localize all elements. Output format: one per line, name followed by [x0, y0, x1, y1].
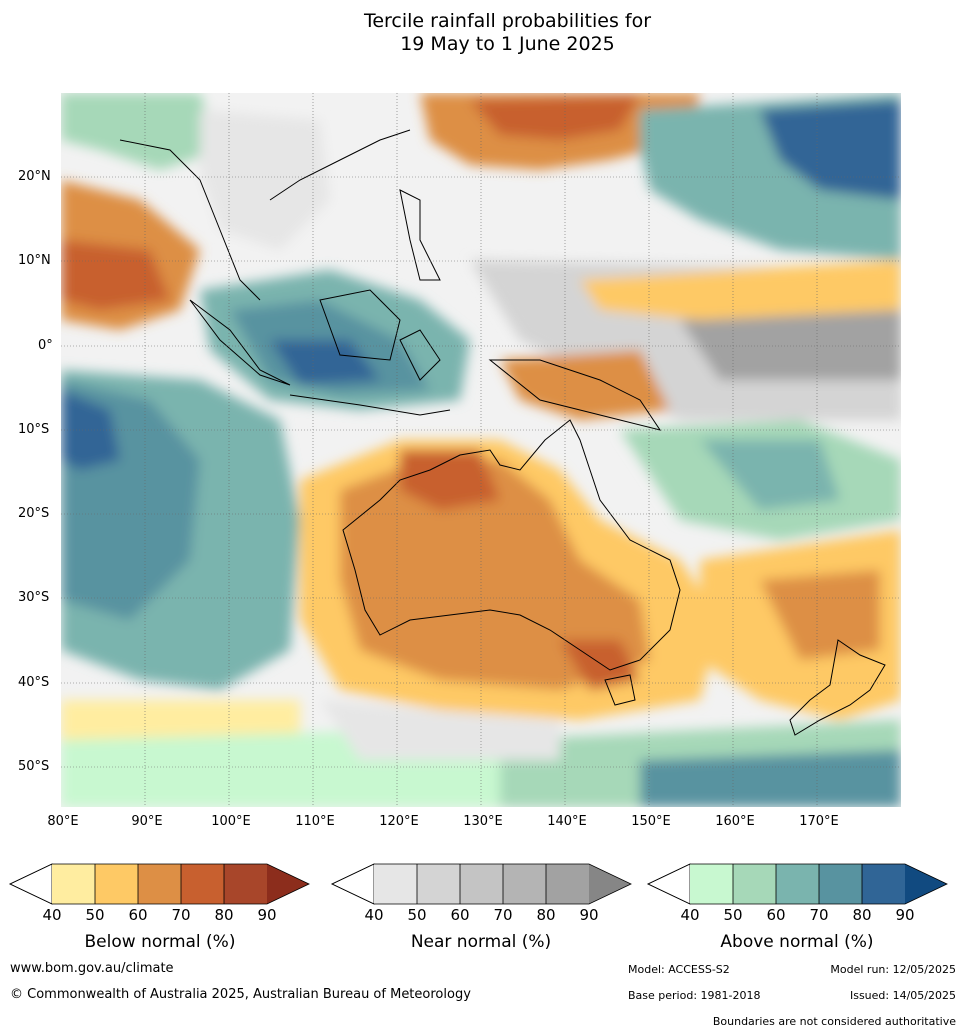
below-tick-80: 80 [214, 906, 234, 924]
below-swatch-over [267, 864, 309, 904]
below-tick-70: 70 [171, 906, 191, 924]
lat-label-50s: 50°S [18, 759, 50, 774]
lat-label-0: 0° [38, 338, 53, 353]
above-swatch-4 [819, 864, 862, 904]
above-tick-70: 70 [809, 906, 829, 924]
near-normal-title: Near normal (%) [410, 932, 552, 952]
below-tick-90: 90 [257, 906, 277, 924]
lat-label-10s: 10°S [18, 422, 50, 437]
below-normal-title: Below normal (%) [84, 932, 236, 952]
near-swatch-4 [503, 864, 546, 904]
near-swatch-under [331, 863, 375, 905]
above-swatch-3 [776, 864, 819, 904]
above-swatch-under [647, 863, 691, 905]
near-tick-80: 80 [536, 906, 556, 924]
above-swatch-5 [862, 864, 905, 904]
lon-label-100e: 100°E [211, 814, 251, 829]
copyright-text: © Commonwealth of Australia 2025, Austra… [10, 987, 471, 1002]
coastlines [119, 129, 886, 736]
above-tick-90: 90 [895, 906, 915, 924]
below-swatch-2 [95, 864, 138, 904]
model-name: Model: ACCESS-S2 [628, 963, 730, 976]
lon-label-160e: 160°E [715, 814, 755, 829]
lat-label-40s: 40°S [18, 675, 50, 690]
near-swatch-over [589, 864, 631, 904]
near-tick-50: 50 [407, 906, 427, 924]
above-tick-60: 60 [766, 906, 786, 924]
near-tick-90: 90 [579, 906, 599, 924]
below-swatch-under [9, 863, 53, 905]
lon-label-170e: 170°E [799, 814, 839, 829]
lon-label-120e: 120°E [379, 814, 419, 829]
lon-label-130e: 130°E [463, 814, 503, 829]
lat-label-10n: 10°N [18, 253, 51, 268]
below-swatch-1 [52, 864, 95, 904]
near-tick-70: 70 [493, 906, 513, 924]
below-tick-50: 50 [85, 906, 105, 924]
lon-label-110e: 110°E [295, 814, 335, 829]
below-swatch-3 [138, 864, 181, 904]
issued-date: Issued: 14/05/2025 [849, 989, 956, 1002]
lon-label-140e: 140°E [547, 814, 587, 829]
above-normal-colorbar [647, 863, 948, 905]
above-tick-40: 40 [680, 906, 700, 924]
above-swatch-1 [690, 864, 733, 904]
near-swatch-5 [546, 864, 589, 904]
rainfall-probability-map [61, 93, 901, 807]
near-swatch-2 [417, 864, 460, 904]
near-normal-colorbar [331, 863, 632, 905]
lon-label-150e: 150°E [631, 814, 671, 829]
below-tick-60: 60 [128, 906, 148, 924]
near-tick-40: 40 [364, 906, 384, 924]
lat-label-20s: 20°S [18, 506, 50, 521]
lat-label-30s: 30°S [18, 590, 50, 605]
base-period: Base period: 1981-2018 [628, 989, 761, 1002]
lat-label-20n: 20°N [18, 169, 51, 184]
below-swatch-4 [181, 864, 224, 904]
map-title: Tercile rainfall probabilities for 19 Ma… [0, 10, 965, 56]
above-swatch-over [905, 864, 947, 904]
near-swatch-1 [374, 864, 417, 904]
title-line-2: 19 May to 1 June 2025 [400, 33, 615, 55]
below-tick-40: 40 [42, 906, 62, 924]
above-normal-title: Above normal (%) [720, 932, 874, 952]
lon-label-80e: 80°E [47, 814, 79, 829]
lon-label-90e: 90°E [131, 814, 163, 829]
boundaries-disclaimer: Boundaries are not considered authoritat… [712, 1015, 956, 1028]
model-run-date: Model run: 12/05/2025 [830, 963, 956, 976]
above-tick-80: 80 [852, 906, 872, 924]
website-link[interactable]: www.bom.gov.au/climate [10, 961, 174, 976]
below-swatch-5 [224, 864, 267, 904]
above-tick-50: 50 [723, 906, 743, 924]
title-line-1: Tercile rainfall probabilities for [363, 10, 652, 32]
near-tick-60: 60 [450, 906, 470, 924]
below-normal-colorbar [9, 863, 310, 905]
graticule [61, 93, 901, 807]
above-swatch-2 [733, 864, 776, 904]
near-swatch-3 [460, 864, 503, 904]
